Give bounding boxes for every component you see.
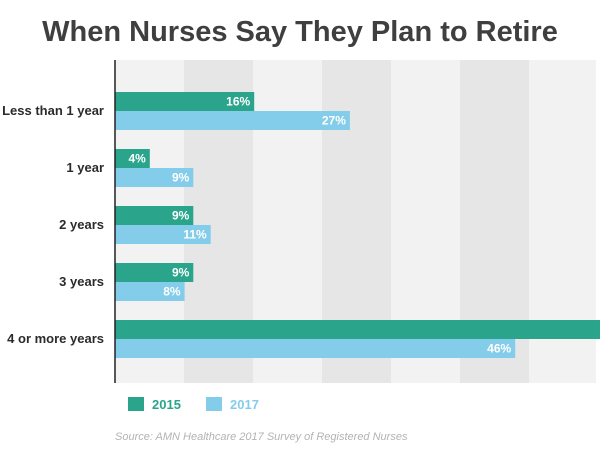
category-label: 2 years — [59, 217, 104, 232]
data-label: 11% — [183, 228, 207, 242]
legend-label-2017: 2017 — [230, 397, 259, 412]
bar-2017 — [115, 225, 211, 244]
data-label: 16% — [226, 95, 250, 109]
legend-swatch-2017 — [206, 397, 222, 411]
category-label: 3 years — [59, 274, 104, 289]
legend: 2015 2017 — [128, 397, 259, 412]
data-label: 8% — [163, 285, 181, 299]
bar-2017 — [115, 111, 350, 130]
bar-2015 — [115, 263, 194, 282]
legend-label-2015: 2015 — [152, 397, 181, 412]
bar-2015 — [115, 320, 600, 339]
bar-2015 — [115, 149, 150, 168]
data-label: 4% — [128, 152, 146, 166]
category-labels: Less than 1 year 1 year 2 years 3 years 4 or… — [2, 103, 104, 346]
data-label: 9% — [172, 171, 190, 185]
data-label: 9% — [172, 266, 190, 280]
source-note: Source: AMN Healthcare 2017 Survey of Re… — [115, 431, 408, 443]
category-label: Less than 1 year — [2, 103, 104, 118]
category-label: 1 year — [66, 160, 104, 175]
bars-group: 16%27%4%9%9%11%9%8%62%46% — [115, 92, 600, 358]
chart-title: When Nurses Say They Plan to Retire — [42, 16, 558, 48]
category-label: 4 or more years — [7, 331, 104, 346]
data-label: 9% — [172, 209, 190, 223]
bar-2015 — [115, 92, 255, 111]
bar-2017 — [115, 339, 516, 358]
data-label: 27% — [322, 114, 346, 128]
bar-2015 — [115, 206, 194, 225]
bar-2017 — [115, 282, 185, 301]
bar-2017 — [115, 168, 194, 187]
data-label: 46% — [487, 342, 511, 356]
legend-swatch-2015 — [128, 397, 144, 411]
